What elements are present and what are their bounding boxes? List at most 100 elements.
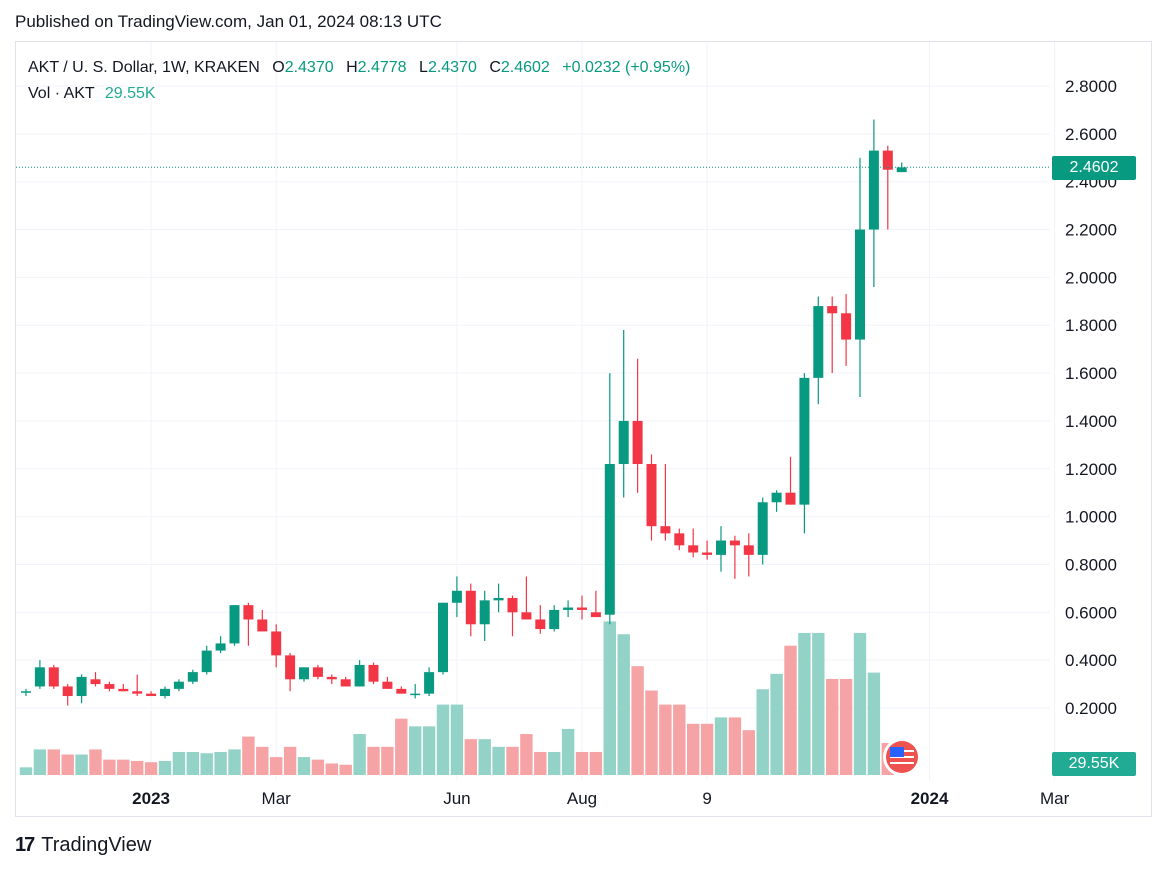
candle-body [146, 693, 157, 697]
volume-bar [339, 764, 352, 775]
volume-bar [561, 728, 575, 775]
volume-bar [242, 736, 255, 775]
volume-bar [464, 739, 477, 775]
volume-bar [47, 749, 60, 775]
candle-body [563, 607, 574, 610]
price-tick-label: 2.6000 [1065, 125, 1117, 144]
volume-bar [131, 760, 144, 775]
volume-bar [61, 754, 74, 775]
candle-body [173, 681, 184, 689]
volume-bar [756, 689, 769, 775]
legend-volume-row: Vol · AKT 29.55K [28, 81, 690, 107]
price-tick-label: 1.0000 [1065, 508, 1117, 527]
candle-body [160, 688, 170, 697]
volume-bar [742, 730, 755, 775]
volume-bar [450, 704, 464, 775]
candle-body [354, 664, 365, 687]
candle-body [549, 609, 560, 630]
volume-bar [409, 726, 422, 775]
candle-body [660, 526, 671, 534]
volume-bar [853, 632, 867, 775]
candle-body [396, 688, 407, 694]
price-axis: 2.80002.60002.40002.20002.00001.80001.60… [1065, 77, 1117, 718]
candle-body [410, 693, 421, 696]
candle-body [215, 643, 226, 651]
candle-body [104, 684, 115, 689]
volume-bar [534, 751, 547, 775]
volume-bar [33, 749, 47, 775]
candle-body [507, 597, 518, 613]
time-tick-label: Aug [567, 789, 597, 808]
time-tick-label: Mar [1040, 789, 1070, 808]
candles [21, 119, 907, 706]
volume-bar [283, 746, 297, 775]
candle-body [827, 306, 838, 314]
volume-bar [214, 751, 227, 775]
legend-open-label: O [272, 59, 285, 76]
price-tick-label: 1.8000 [1065, 316, 1117, 335]
candle-body [896, 167, 907, 173]
last-volume-tag: 29.55K [1052, 752, 1136, 776]
candle-body [688, 545, 699, 553]
candle-body [577, 607, 587, 610]
price-tick-label: 0.4000 [1065, 651, 1117, 670]
volume-bar [144, 762, 158, 775]
candle-body [62, 686, 73, 697]
legend-close-label: C [489, 59, 501, 76]
chart-frame[interactable] [15, 41, 1152, 817]
candle-body [132, 691, 143, 694]
volume-bar [436, 704, 450, 775]
volume-bar [256, 746, 269, 775]
volume-bar [381, 746, 394, 775]
candle-body [757, 502, 768, 555]
candle-body [451, 590, 462, 603]
last-price-tag: 2.4602 [1052, 156, 1136, 180]
volume-bar [520, 734, 533, 775]
candle-body [632, 420, 643, 464]
candle-body [438, 602, 448, 673]
volume-bar [325, 763, 338, 775]
volume-bar [867, 672, 881, 775]
candle-body [34, 667, 45, 687]
time-tick-label: 2024 [911, 789, 949, 808]
candle-body [118, 688, 129, 692]
volume-bar [895, 772, 908, 775]
legend-change: +0.0232 (+0.95%) [562, 59, 691, 76]
price-tick-label: 2.2000 [1065, 221, 1117, 240]
candle-body [299, 667, 309, 680]
candle-body [479, 600, 490, 625]
candle-body [76, 676, 87, 697]
us-flag-icon[interactable] [886, 741, 918, 773]
candle-body [229, 605, 240, 644]
tradingview-logo-icon[interactable]: 17 [15, 834, 35, 856]
candle-body [590, 612, 601, 618]
price-tick-label: 1.2000 [1065, 460, 1117, 479]
legend-ohlc-row: AKT / U. S. Dollar, 1W, KRAKEN O2.4370 H… [28, 55, 690, 81]
time-tick-label: Mar [262, 789, 292, 808]
volume-bar [631, 666, 644, 775]
volume-bar [645, 690, 658, 775]
grid-lines [16, 42, 1056, 780]
volume-bar [367, 746, 380, 775]
volume-bar [228, 749, 241, 775]
candle-body [187, 672, 198, 682]
legend-volume-label: Vol · AKT [28, 85, 95, 102]
price-tick-label: 0.6000 [1065, 603, 1117, 622]
candle-body [771, 492, 782, 503]
footer-brand-name[interactable]: TradingView [41, 834, 152, 856]
volume-bar [603, 621, 616, 775]
volume-bar [172, 751, 186, 775]
price-tick-label: 2.0000 [1065, 268, 1117, 287]
candle-body [340, 679, 351, 687]
volume-bar [784, 645, 797, 775]
candle-body [285, 655, 296, 680]
candle-body [382, 681, 393, 689]
legend-open-value: 2.4370 [284, 59, 334, 76]
price-tick-label: 1.4000 [1065, 412, 1117, 431]
volume-bar [200, 753, 213, 775]
price-tick-label: 0.2000 [1065, 699, 1117, 718]
candle-body [90, 679, 101, 685]
candle-body [243, 605, 254, 620]
candle-body [21, 691, 31, 693]
